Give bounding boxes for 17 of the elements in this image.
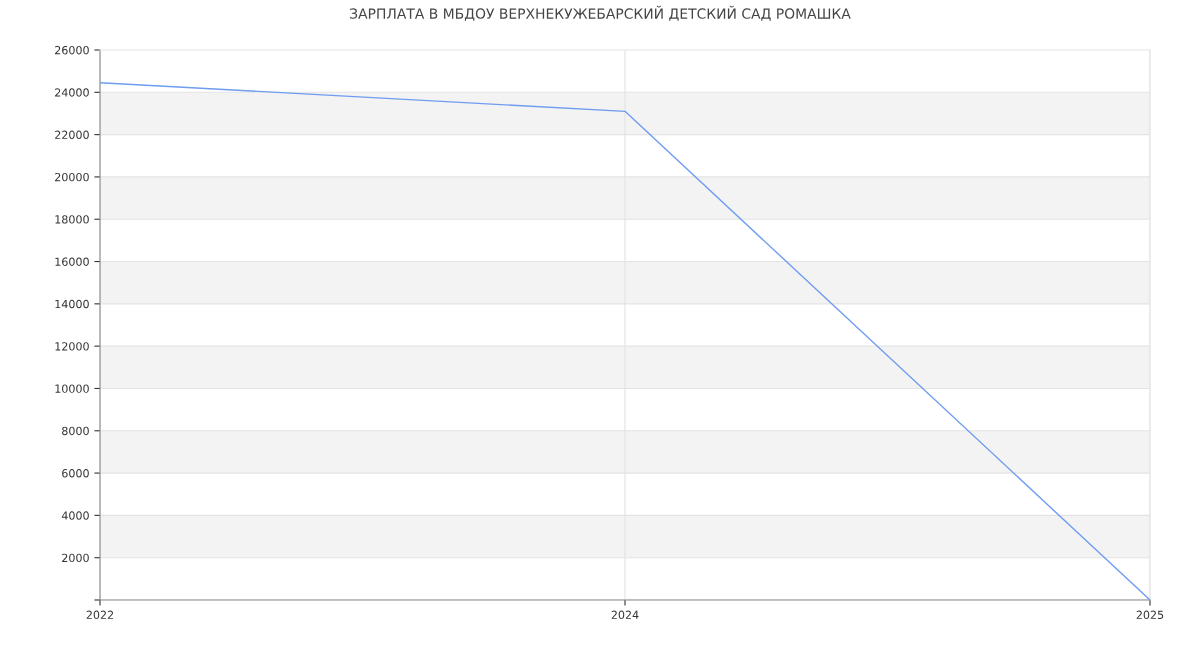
- y-tick-label: 24000: [55, 88, 89, 97]
- y-tick-label: 22000: [55, 130, 89, 139]
- y-tick-label: 18000: [55, 215, 89, 224]
- y-tick-label: 2000: [62, 553, 89, 563]
- y-tick-label: 20000: [55, 172, 89, 182]
- y-tick-label: 10000: [55, 384, 89, 393]
- y-tick-label: 8000: [62, 426, 89, 436]
- x-tick-label: 2024: [611, 610, 639, 620]
- y-tick-label: 14000: [55, 299, 89, 309]
- y-tick-label: 6000: [62, 469, 89, 478]
- y-tick-label: 12000: [55, 342, 89, 351]
- x-tick-label: 2025: [1136, 610, 1164, 620]
- y-tick-label: 4000: [61, 511, 89, 520]
- y-tick-label: 26000: [55, 45, 89, 55]
- chart-title: ЗАРПЛАТА В МБДОУ ВЕРХНЕКУЖЕБАРСКИЙ ДЕТСКИЙ САД РОМАШКА: [350, 5, 851, 21]
- x-tick-label: 2022: [86, 610, 114, 620]
- y-tick-label: 16000: [55, 257, 89, 266]
